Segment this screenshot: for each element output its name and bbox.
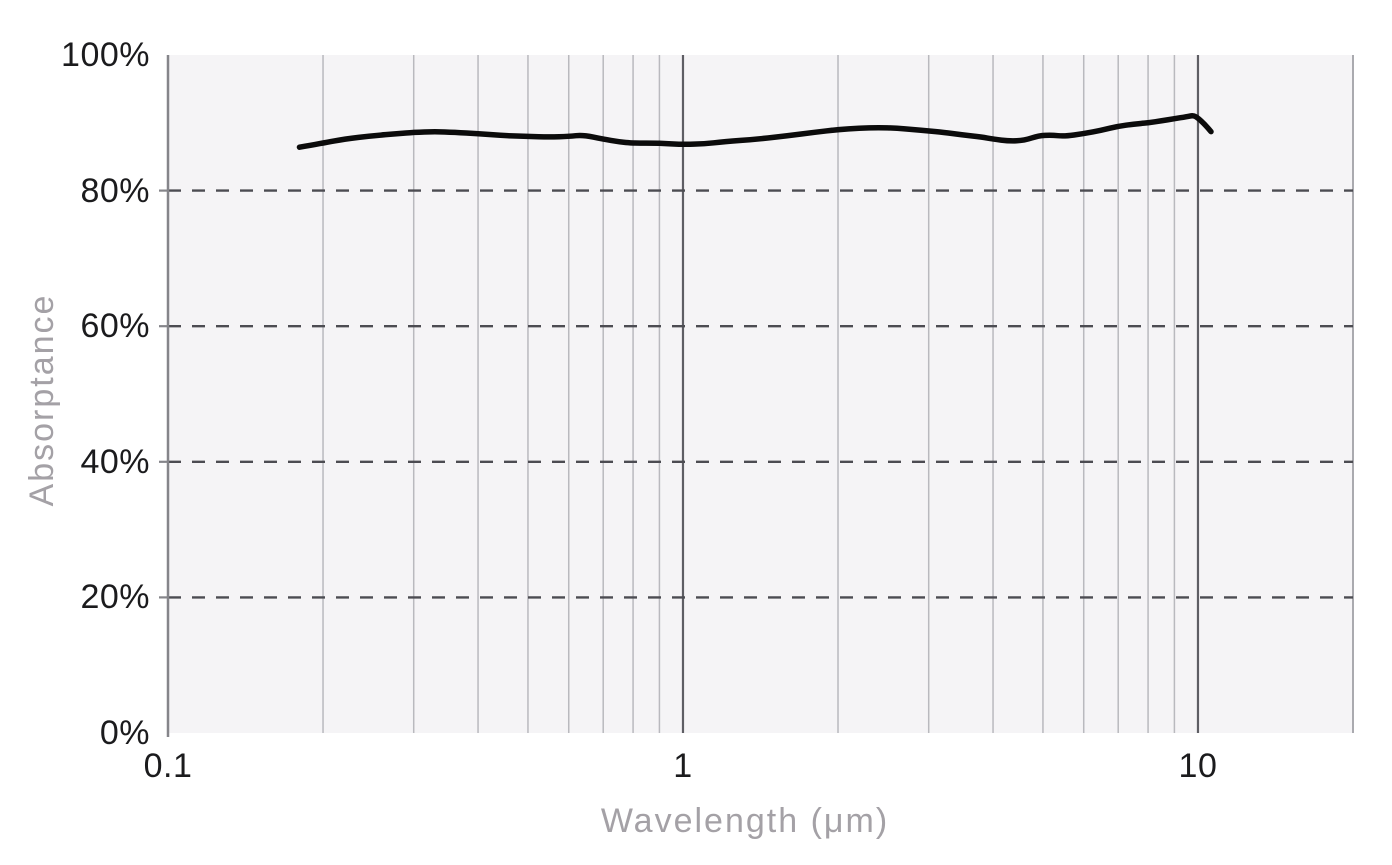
y-tick-label: 0% [99, 714, 150, 752]
y-axis-title: Absorptance [23, 293, 61, 507]
y-tick-label: 100% [61, 36, 150, 74]
x-axis-title: Wavelength (μm) [600, 802, 890, 840]
y-tick-label: 20% [80, 578, 150, 617]
y-tick-label: 80% [80, 171, 150, 210]
plot-background [168, 55, 1353, 733]
x-tick-label: 1 [673, 747, 693, 785]
x-tick-label: 10 [1178, 747, 1218, 785]
absorptance-curve [296, 113, 1214, 150]
x-tick-label: 0.1 [143, 747, 193, 785]
y-tick-label: 40% [80, 442, 150, 481]
y-tick-label: 60% [80, 307, 150, 346]
